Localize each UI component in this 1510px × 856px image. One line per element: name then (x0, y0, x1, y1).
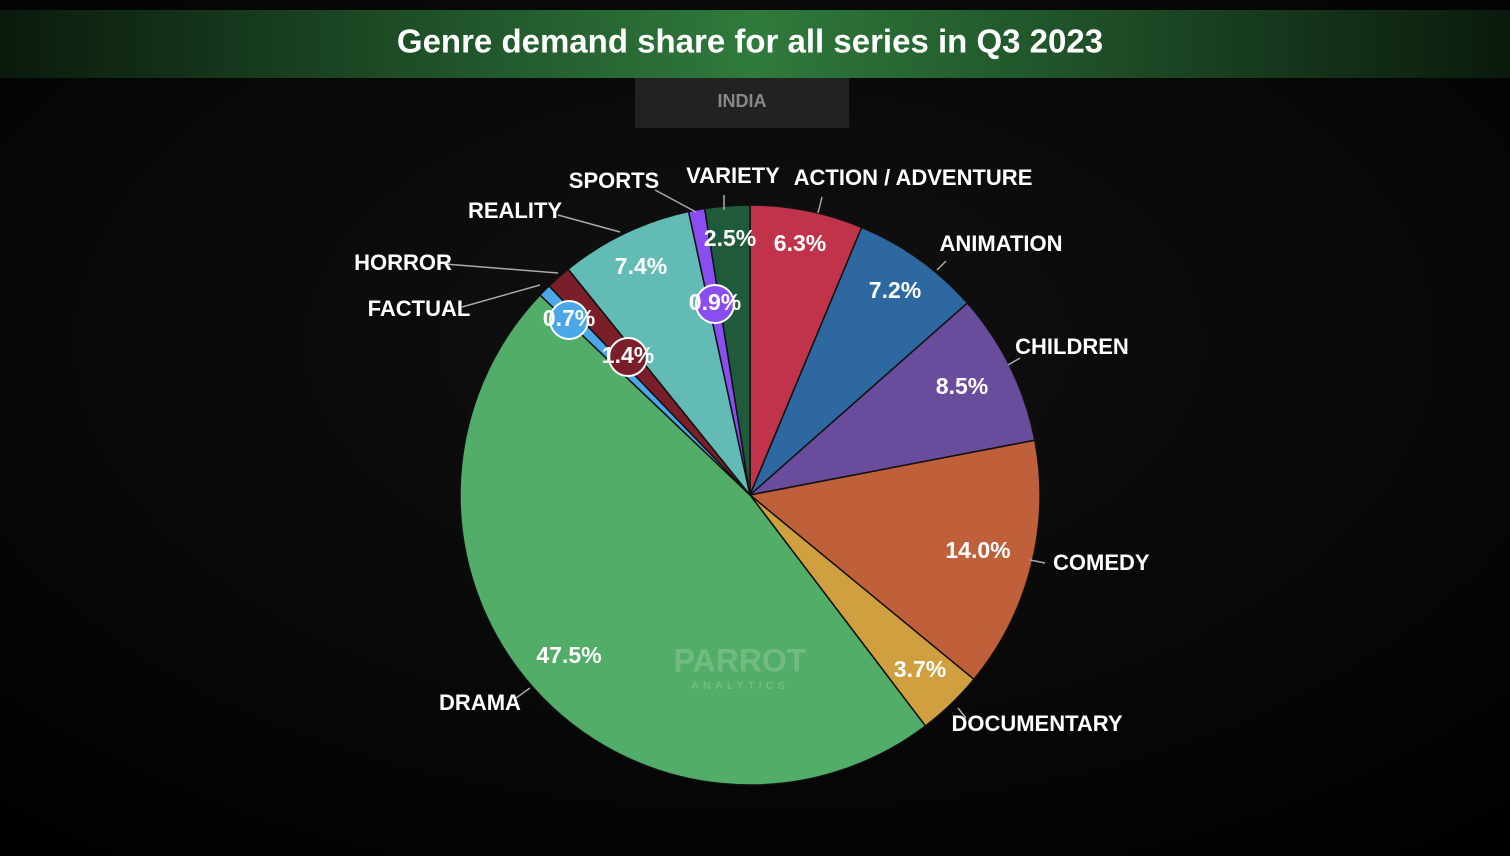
leader-line (557, 214, 621, 233)
category-label: VARIETY (686, 163, 780, 188)
leader-line (461, 284, 541, 308)
value-label: 2.5% (704, 225, 756, 251)
category-label: DOCUMENTARY (951, 711, 1122, 736)
value-label: 7.4% (615, 253, 667, 279)
leader-line (936, 260, 947, 271)
category-label: REALITY (468, 198, 562, 223)
value-label: 14.0% (945, 537, 1010, 563)
value-label: 0.7% (543, 305, 595, 331)
subtitle-box (635, 78, 849, 128)
category-label: FACTUAL (368, 296, 471, 321)
subtitle: INDIA (718, 91, 767, 111)
pie-slice (459, 293, 927, 786)
category-label: SPORTS (569, 168, 659, 193)
pie-slice (749, 204, 863, 496)
pie-slice (703, 204, 751, 496)
value-label: 8.5% (936, 373, 988, 399)
category-label: CHILDREN (1015, 334, 1129, 359)
value-label: 7.2% (869, 277, 921, 303)
value-badge (608, 337, 648, 377)
chart-title: Genre demand share for all series in Q3 … (397, 23, 1103, 60)
category-label: COMEDY (1053, 550, 1150, 575)
leader-line (515, 687, 531, 699)
leader-line (654, 189, 697, 213)
pie-slice (749, 226, 969, 496)
leader-line (1007, 357, 1021, 366)
leader-line (957, 707, 967, 719)
value-label: 0.9% (689, 289, 741, 315)
category-label: ANIMATION (939, 231, 1062, 256)
pie: ACTION / ADVENTURE 6.3% ANIMATION 7.2% CHILD… (354, 163, 1150, 786)
pie-slice (567, 210, 751, 496)
value-label: 6.3% (774, 230, 826, 256)
value-label: 1.4% (602, 342, 654, 368)
pie-slice (748, 439, 1041, 681)
value-label: 47.5% (536, 642, 601, 668)
category-label: ACTION / ADVENTURE (794, 165, 1033, 190)
leader-line (444, 263, 559, 274)
value-label: 3.7% (894, 656, 946, 682)
value-badge (695, 284, 735, 324)
value-badge (549, 300, 589, 340)
category-label: HORROR (354, 250, 452, 275)
title-bar (0, 10, 1510, 78)
watermark: PARROT (674, 642, 807, 678)
pie-slice (747, 301, 1036, 497)
leader-line (1029, 559, 1046, 564)
watermark-sub: ANALYTICS (691, 680, 789, 692)
leader-line (817, 196, 823, 214)
category-label: DRAMA (439, 690, 521, 715)
